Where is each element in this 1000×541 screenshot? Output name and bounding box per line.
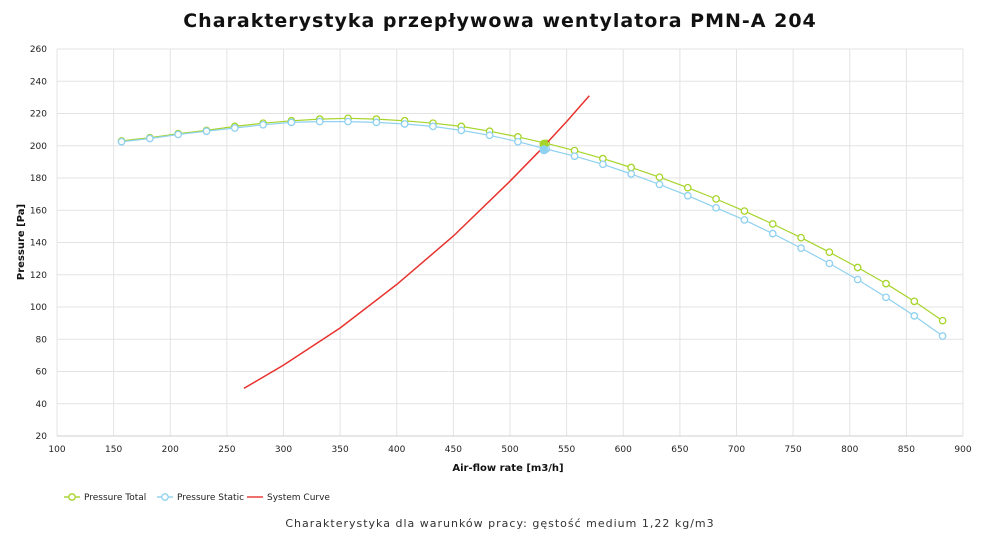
legend-item: System Curve	[247, 493, 330, 503]
data-point	[627, 170, 636, 178]
series-line	[243, 95, 590, 390]
grid	[56, 48, 964, 437]
x-axis-title: Air-flow rate [m3/h]	[452, 463, 563, 474]
y-tick-label: 200	[30, 142, 47, 152]
legend-item: Pressure Total	[64, 493, 146, 503]
x-tick-label: 750	[785, 445, 802, 455]
x-tick-label: 550	[558, 445, 575, 455]
data-point	[315, 117, 324, 126]
legend-label: Pressure Total	[84, 493, 146, 503]
data-point	[712, 203, 720, 212]
series-system-curve	[243, 95, 590, 390]
data-point	[514, 137, 522, 146]
data-point	[768, 229, 777, 238]
legend-swatch-marker	[68, 493, 76, 501]
data-point	[882, 293, 890, 302]
data-point	[485, 131, 494, 140]
series-line	[121, 120, 943, 337]
data-point	[372, 118, 381, 127]
data-point	[797, 233, 805, 242]
data-point	[825, 248, 834, 257]
data-point	[910, 312, 919, 320]
y-tick-label: 40	[36, 400, 48, 410]
y-tick-label: 260	[30, 45, 47, 55]
series-pressure-total	[117, 114, 947, 325]
data-point	[230, 124, 239, 132]
x-tick-label: 200	[162, 445, 179, 455]
data-point	[287, 118, 296, 127]
data-point	[768, 220, 777, 228]
data-point	[683, 183, 692, 192]
data-point	[457, 126, 466, 135]
chart-caption: Charakterystyka dla warunków pracy: gęst…	[285, 517, 715, 530]
x-tick-label: 850	[898, 445, 915, 455]
data-point	[344, 117, 352, 126]
data-point	[825, 259, 834, 268]
legend-item: Pressure Static	[157, 493, 244, 503]
x-tick-label: 100	[48, 445, 65, 455]
series-layer	[117, 95, 947, 390]
data-point	[938, 332, 947, 340]
x-tick-label: 350	[332, 445, 349, 455]
data-point	[740, 207, 749, 215]
data-point	[655, 180, 664, 189]
data-point	[570, 152, 579, 161]
y-tick-label: 240	[30, 77, 47, 87]
legend-label: Pressure Static	[177, 493, 244, 503]
chart-title: Charakterystyka przepływowa wentylatora …	[183, 10, 817, 32]
data-point	[683, 191, 692, 200]
data-point	[259, 120, 267, 129]
y-tick-label: 220	[30, 110, 47, 120]
y-tick-label: 160	[30, 206, 47, 216]
data-point	[910, 297, 919, 306]
data-point	[146, 134, 154, 143]
data-point	[400, 120, 409, 128]
data-point	[599, 160, 607, 169]
x-tick-label: 250	[218, 445, 235, 455]
y-tick-label: 140	[30, 239, 47, 249]
legend-swatch-marker	[161, 493, 169, 501]
data-point	[712, 195, 720, 203]
x-tick-label: 600	[615, 445, 632, 455]
data-point	[627, 163, 636, 172]
y-tick-label: 20	[36, 432, 48, 442]
x-tick-label: 800	[841, 445, 858, 455]
x-tick-label: 900	[954, 445, 971, 455]
data-point	[655, 173, 664, 182]
operating-point-static	[539, 145, 549, 155]
data-point	[938, 316, 947, 325]
y-tick-label: 120	[30, 271, 47, 281]
data-point	[117, 137, 126, 146]
y-tick-label: 80	[36, 335, 48, 345]
data-point	[853, 275, 862, 284]
x-tick-label: 400	[388, 445, 405, 455]
data-point	[202, 127, 211, 136]
y-tick-label: 100	[30, 303, 47, 313]
x-tick-label: 500	[501, 445, 518, 455]
y-axis-title: Pressure [Pa]	[16, 204, 27, 280]
tick-labels: 100 150 200 250 300 350 400 450 500 550 600 650 700 7…	[30, 45, 972, 455]
x-tick-label: 700	[728, 445, 745, 455]
x-tick-label: 650	[671, 445, 688, 455]
legend-label: System Curve	[267, 493, 330, 503]
legend: Pressure Total Pressure Static System Curv…	[64, 493, 330, 503]
x-tick-label: 150	[105, 445, 122, 455]
x-tick-label: 300	[275, 445, 292, 455]
data-point	[797, 244, 805, 252]
data-point	[429, 122, 437, 131]
data-point	[740, 216, 749, 224]
data-point	[853, 263, 862, 272]
y-tick-label: 60	[36, 368, 48, 378]
series-pressure-static	[117, 117, 947, 340]
data-point	[882, 279, 890, 288]
series-line	[121, 117, 943, 322]
x-tick-label: 450	[445, 445, 462, 455]
data-point	[174, 130, 183, 139]
y-tick-label: 180	[30, 174, 47, 184]
